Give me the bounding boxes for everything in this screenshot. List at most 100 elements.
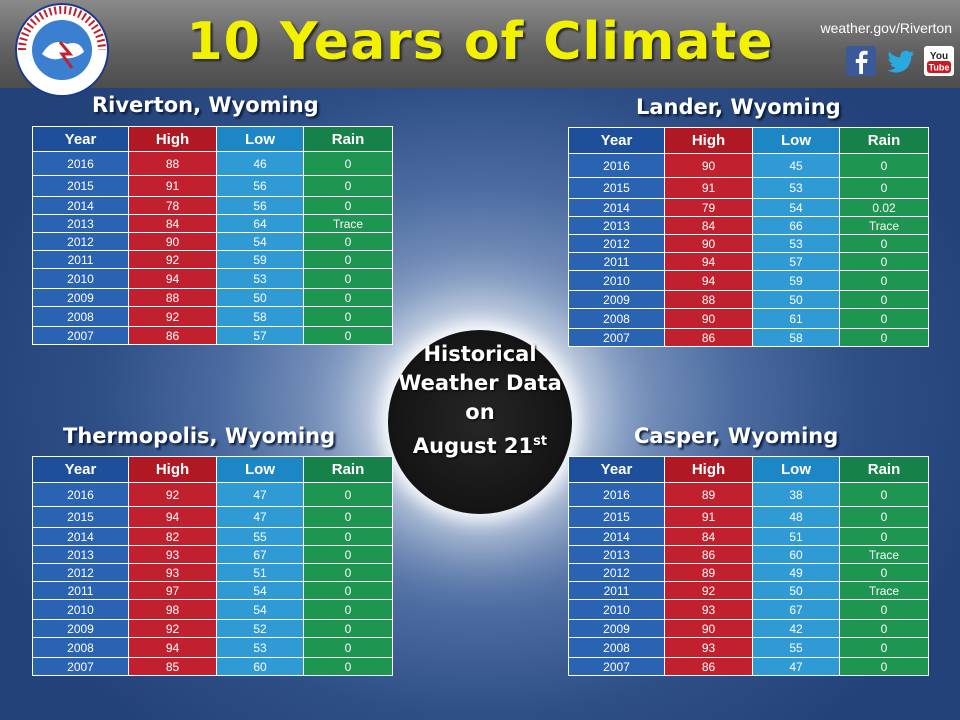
cell-year: 2013	[568, 545, 665, 564]
table-row: 2014 79 54 0.02	[568, 198, 929, 217]
column-header-rain: Rain	[839, 127, 929, 154]
cell-year: 2009	[32, 288, 129, 307]
cell-rain: 0	[839, 270, 929, 291]
cell-low: 50	[216, 288, 304, 307]
cell-rain: 0	[839, 527, 929, 546]
cell-rain: 0	[839, 234, 929, 253]
cell-year: 2012	[32, 232, 129, 251]
table-row: 2014 84 51 0	[568, 527, 929, 546]
website-url-link[interactable]: weather.gov/Riverton	[820, 20, 952, 36]
cell-low: 58	[752, 328, 840, 347]
cell-high: 92	[664, 581, 753, 600]
twitter-icon[interactable]	[886, 46, 916, 76]
cell-year: 2016	[568, 482, 665, 507]
lander-climate-table: Year High Low Rain 2016 90 45 0 2015 91 53 0 2014 79 5…	[568, 127, 929, 347]
cell-low: 47	[752, 657, 840, 676]
cell-high: 94	[128, 268, 217, 289]
cell-high: 86	[664, 657, 753, 676]
cell-rain: 0	[839, 308, 929, 329]
cell-low: 46	[216, 151, 304, 176]
svg-text:You: You	[930, 51, 948, 62]
table-row: 2008 92 58 0	[32, 306, 393, 327]
city-title-thermopolis: Thermopolis, Wyoming	[63, 424, 336, 448]
cell-rain: 0	[839, 599, 929, 620]
cell-rain: 0	[303, 151, 393, 176]
cell-rain: 0	[839, 252, 929, 271]
cell-year: 2016	[32, 151, 129, 176]
cell-year: 2014	[32, 196, 129, 215]
cell-low: 55	[216, 527, 304, 546]
table-row: 2009 92 52 0	[32, 619, 393, 638]
cell-high: 86	[664, 545, 753, 564]
cell-low: 59	[216, 250, 304, 269]
column-header-rain: Rain	[839, 456, 929, 483]
cell-low: 58	[216, 306, 304, 327]
riverton-climate-table: Year High Low Rain 2016 88 46 0 2015 91 56 0 2014 78 5…	[32, 126, 393, 345]
cell-low: 56	[216, 196, 304, 215]
cell-low: 57	[752, 252, 840, 271]
caption-line-4: August 21st	[380, 427, 580, 461]
cell-rain: Trace	[839, 216, 929, 235]
page-title: 10 Years of Climate	[186, 12, 774, 72]
cell-low: 45	[752, 153, 840, 178]
cell-rain: 0	[303, 175, 393, 197]
table-row: 2010 98 54 0	[32, 599, 393, 620]
cell-low: 47	[216, 506, 304, 528]
table-row: 2007 86 57 0	[32, 326, 393, 345]
column-header-low: Low	[216, 126, 304, 152]
cell-high: 82	[128, 527, 217, 546]
cell-low: 54	[216, 232, 304, 251]
table-header-row: Year High Low Rain	[568, 127, 929, 154]
cell-low: 47	[216, 482, 304, 507]
cell-low: 56	[216, 175, 304, 197]
cell-low: 53	[216, 637, 304, 658]
cell-year: 2015	[568, 177, 665, 199]
cell-high: 90	[128, 232, 217, 251]
cell-high: 88	[664, 290, 753, 309]
caption-date: August 21	[412, 434, 534, 458]
cell-rain: Trace	[839, 581, 929, 600]
cell-year: 2014	[568, 527, 665, 546]
column-header-rain: Rain	[303, 456, 393, 483]
cell-low: 67	[216, 545, 304, 564]
cell-year: 2013	[32, 545, 129, 564]
table-header-row: Year High Low Rain	[568, 456, 929, 483]
cell-low: 51	[752, 527, 840, 546]
table-row: 2016 89 38 0	[568, 482, 929, 507]
cell-high: 78	[128, 196, 217, 215]
cell-high: 91	[128, 175, 217, 197]
cell-rain: 0	[303, 506, 393, 528]
cell-high: 92	[128, 482, 217, 507]
cell-high: 94	[128, 637, 217, 658]
cell-rain: 0	[839, 482, 929, 507]
cell-rain: 0	[303, 581, 393, 600]
cell-low: 59	[752, 270, 840, 291]
table-row: 2014 82 55 0	[32, 527, 393, 546]
cell-high: 91	[664, 506, 753, 528]
cell-low: 42	[752, 619, 840, 638]
cell-low: 57	[216, 326, 304, 345]
city-title-casper: Casper, Wyoming	[634, 424, 839, 448]
cell-year: 2008	[568, 308, 665, 329]
cell-year: 2012	[568, 234, 665, 253]
casper-climate-table: Year High Low Rain 2016 89 38 0 2015 91 48 0 2014 84 5…	[568, 456, 929, 676]
cell-high: 84	[664, 216, 753, 235]
column-header-high: High	[128, 456, 217, 483]
cell-rain: 0	[303, 326, 393, 345]
cell-rain: 0	[303, 619, 393, 638]
table-row: 2011 94 57 0	[568, 252, 929, 271]
cell-year: 2016	[32, 482, 129, 507]
facebook-icon[interactable]	[846, 46, 876, 76]
cell-rain: Trace	[839, 545, 929, 564]
cell-low: 67	[752, 599, 840, 620]
cell-year: 2009	[568, 290, 665, 309]
cell-year: 2011	[32, 250, 129, 269]
cell-year: 2007	[568, 657, 665, 676]
cell-low: 50	[752, 581, 840, 600]
cell-high: 86	[128, 326, 217, 345]
column-header-high: High	[664, 456, 753, 483]
table-row: 2015 91 53 0	[568, 177, 929, 199]
youtube-icon[interactable]: You Tube	[924, 46, 954, 76]
table-header-row: Year High Low Rain	[32, 456, 393, 483]
cell-high: 90	[664, 619, 753, 638]
